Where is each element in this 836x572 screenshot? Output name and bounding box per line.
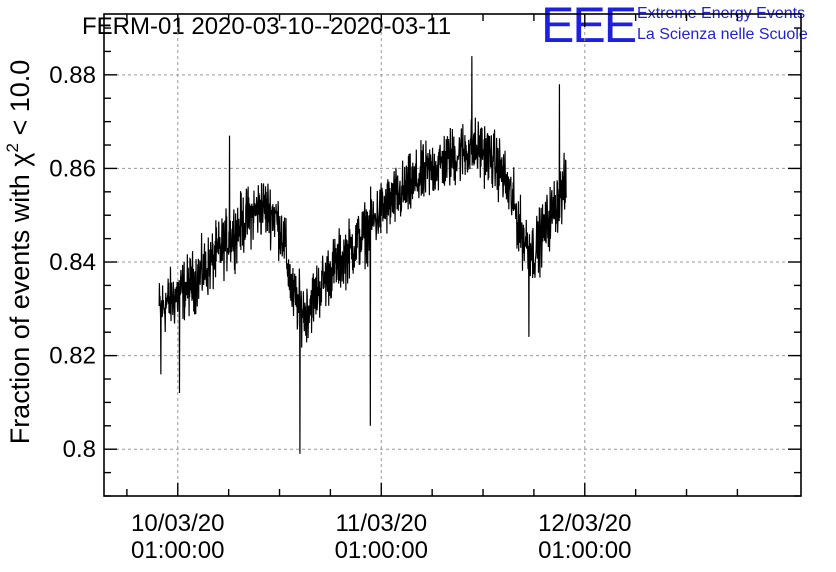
y-tick-labels: 0.8 0.82 0.84 0.86 0.88 xyxy=(49,62,96,463)
x-tick-label-time: 01:00:00 xyxy=(538,537,631,564)
x-tick-label-date: 11/03/20 xyxy=(335,510,427,537)
eee-logo: EEE Extreme Energy Events La Scienza nel… xyxy=(541,0,808,53)
x-tick-label-date: 12/03/20 xyxy=(538,510,631,537)
y-tick-label: 0.8 xyxy=(63,436,96,463)
y-axis-label-chi: χ xyxy=(5,152,35,166)
y-tick-label: 0.86 xyxy=(49,155,96,182)
y-axis-label-sup: 2 xyxy=(3,143,22,152)
eee-logo-letters: EEE xyxy=(541,0,636,53)
plot-frame xyxy=(103,13,802,497)
chart-title: FERM-01 2020-03-10--2020-03-11 xyxy=(82,13,451,40)
y-axis-label: Fraction of events with χ2 < 10.0 xyxy=(3,60,35,445)
y-tick-label: 0.88 xyxy=(49,62,96,89)
x-tick-labels: 10/03/2001:00:0011/03/2001:00:0012/03/20… xyxy=(131,510,631,564)
series-line xyxy=(158,56,567,454)
eee-logo-line2: La Scienza nelle Scuole xyxy=(637,26,808,43)
x-tick-label-time: 01:00:00 xyxy=(131,537,224,564)
y-axis-label-suffix: < 10.0 xyxy=(5,60,35,143)
x-tick-label-date: 10/03/20 xyxy=(131,510,224,537)
y-tick-label: 0.84 xyxy=(49,249,96,276)
x-tick-label-time: 01:00:00 xyxy=(335,537,428,564)
ticks xyxy=(104,14,801,497)
y-tick-label: 0.82 xyxy=(49,343,96,370)
y-axis-label-prefix: Fraction of events with xyxy=(5,167,35,445)
series-layer xyxy=(158,56,567,454)
